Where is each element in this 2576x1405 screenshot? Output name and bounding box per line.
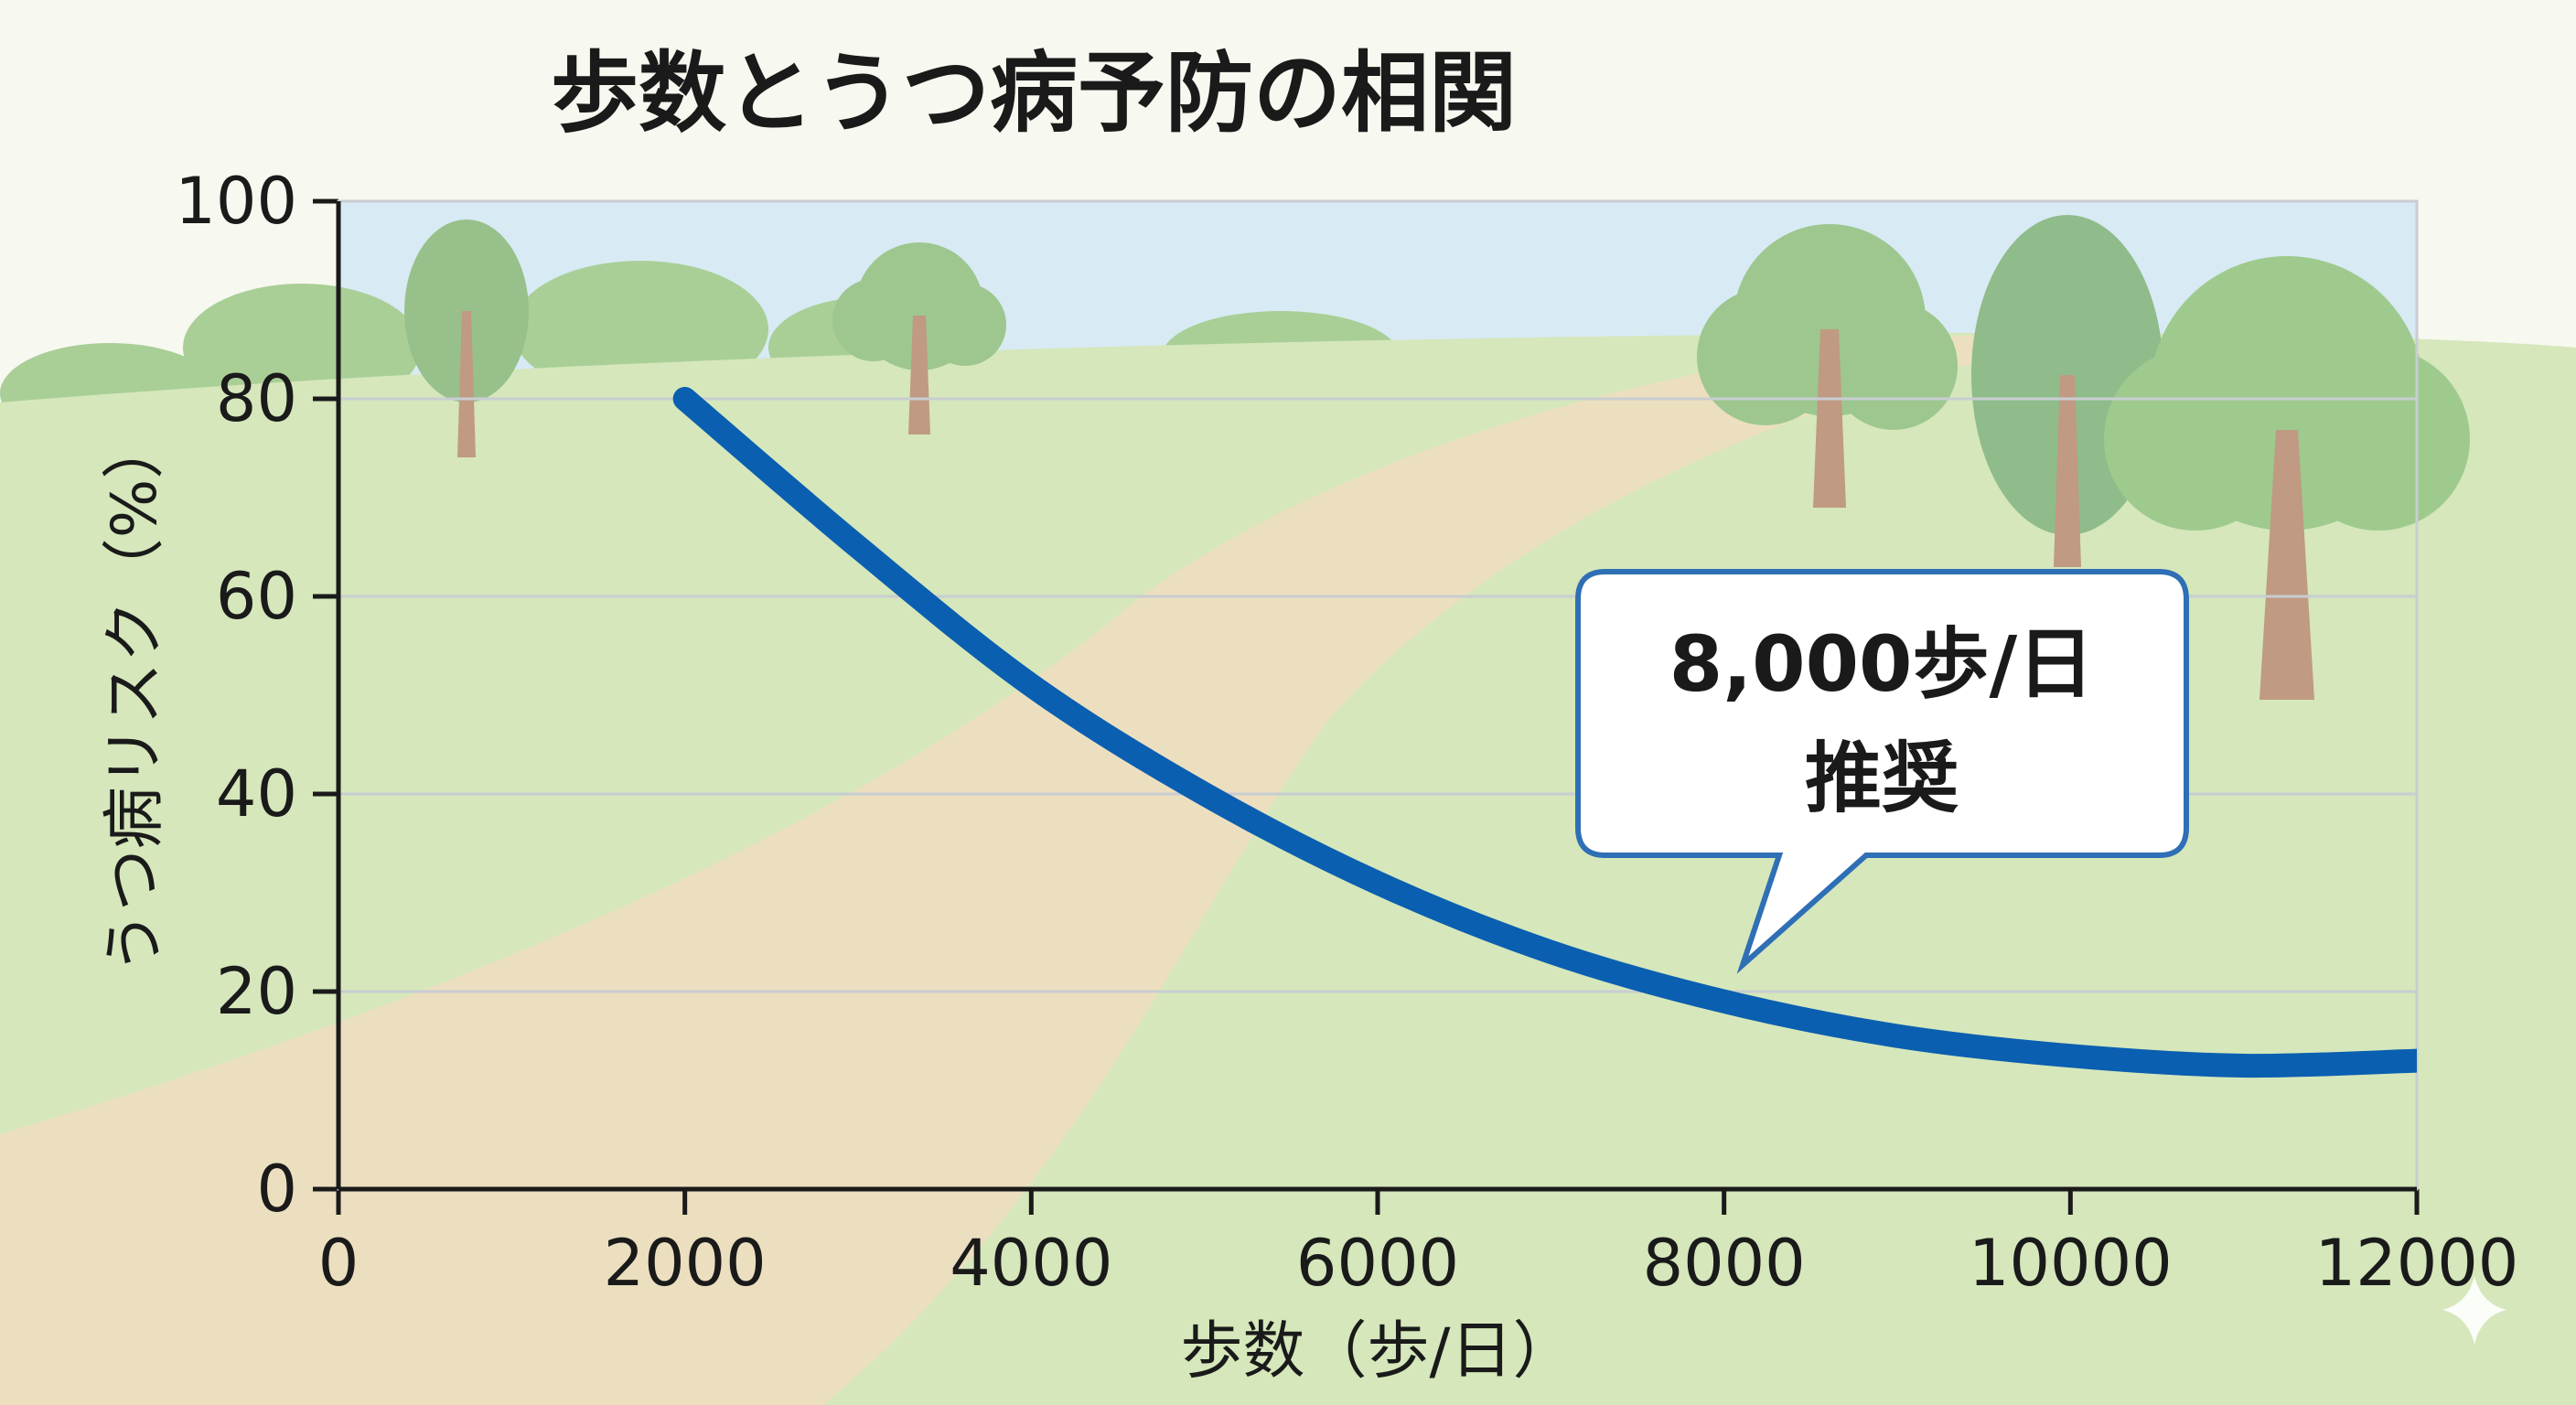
y-tick-label: 60 [216,559,297,634]
callout-line-1: 8,000歩/日 [1669,619,2094,709]
series-layer [672,387,2417,1078]
x-tick-label: 12000 [2315,1226,2519,1301]
tree-right-3 [2104,256,2470,700]
tree-left [404,220,529,457]
dirt-path [0,334,2095,1405]
y-tick-labels: 0 20 40 60 80 100 [175,164,297,1227]
x-tick-label: 8000 [1643,1226,1806,1301]
y-tick-label: 80 [216,361,297,436]
callout-bubble [1575,569,2189,974]
chart-title: 歩数とうつ病予防の相関 [551,42,1517,145]
axes [313,198,2420,1215]
sparkle-icon [2442,1276,2506,1345]
annotation-callout: 8,000歩/日 推奨 [1575,569,2189,974]
y-axis-label: うつ病リスク（%） [99,417,171,974]
x-axis-label: 歩数（歩/日） [1181,1315,1575,1388]
series-line [672,387,2417,1078]
y-tick-label: 20 [216,954,297,1029]
x-tick-label: 0 [318,1226,360,1301]
callout-line-2: 推奨 [1805,734,1959,823]
x-tick-label: 10000 [1969,1226,2173,1301]
tree-mid [832,242,1006,434]
tree-right-1 [1697,224,1958,508]
x-tick-label: 4000 [950,1226,1112,1301]
y-tick-label: 0 [256,1152,297,1227]
y-tick-label: 100 [175,164,297,239]
x-tick-labels: 0 2000 4000 6000 8000 10000 12000 [318,1226,2519,1301]
x-tick-label: 6000 [1296,1226,1459,1301]
y-tick-label: 40 [216,756,297,831]
x-tick-label: 2000 [604,1226,767,1301]
